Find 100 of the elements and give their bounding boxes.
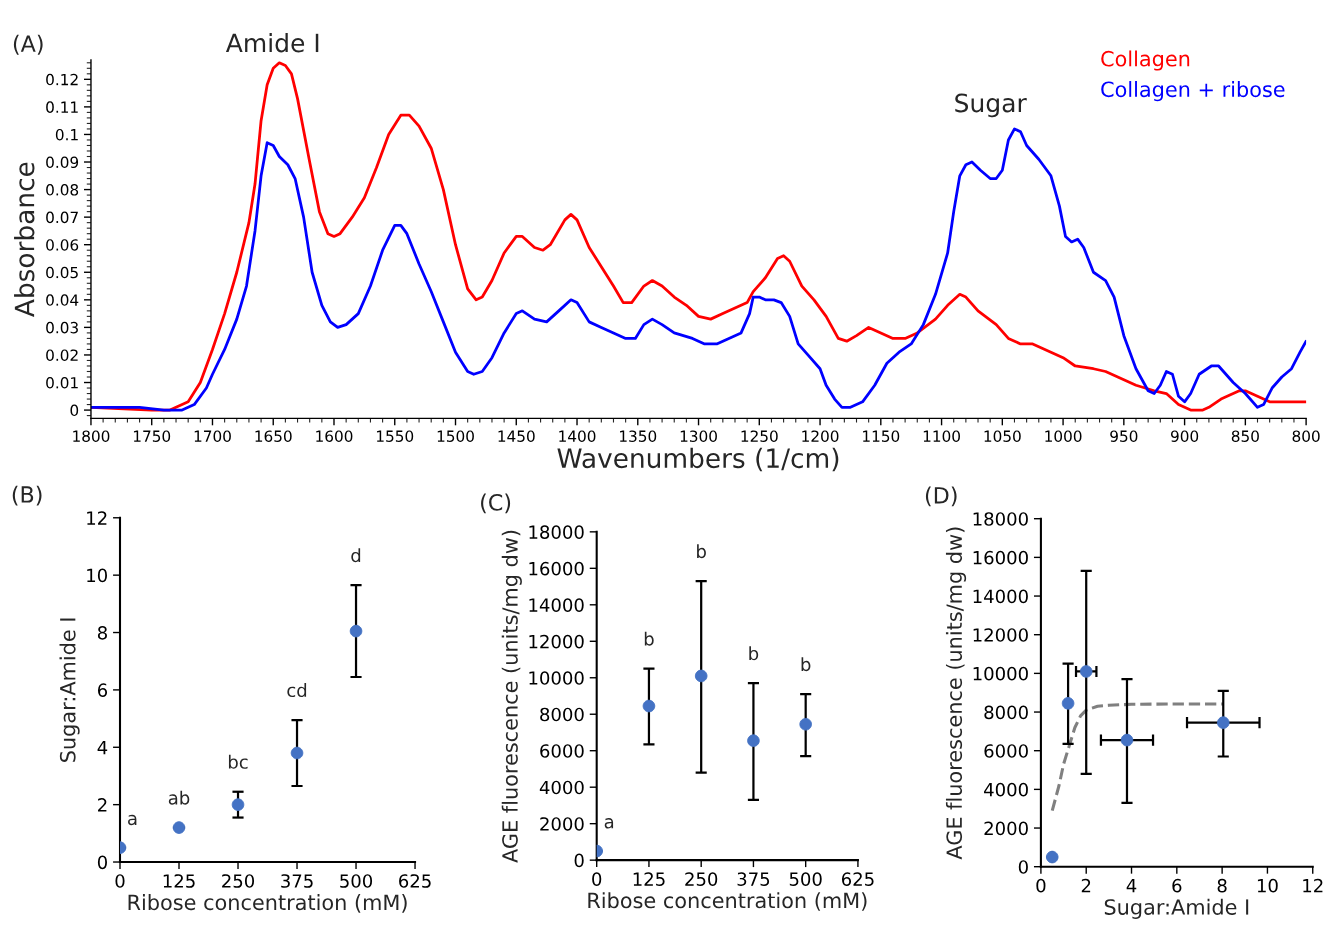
y-axis-title: Sugar:Amide I [59, 618, 80, 762]
x-tick-label: 1750 [133, 430, 171, 442]
x-axis-title: Wavenumbers (1/cm) [557, 447, 839, 472]
x-tick-label: 125 [163, 874, 195, 888]
y-tick-label: 0 [1018, 860, 1028, 874]
annotation: Sugar [955, 93, 1027, 118]
y-tick-label: 4000 [984, 782, 1028, 797]
line-series [1050, 702, 1225, 813]
x-tick-label: 250 [685, 872, 718, 886]
y-tick-label: 12000 [973, 628, 1028, 642]
annotation: b [644, 631, 654, 646]
x-tick-label: 1200 [802, 430, 839, 442]
x-tick-label: 1550 [376, 430, 414, 442]
annotation: ab [168, 790, 190, 805]
y-tick-label: 10 [87, 568, 107, 583]
x-tick-label: 900 [1170, 430, 1199, 442]
x-tick-label: 1500 [437, 430, 474, 442]
y-tick-label: 8 [97, 625, 107, 640]
y-tick-label: 0.05 [46, 266, 78, 279]
y-tick-label: 8000 [540, 707, 584, 722]
x-tick-label: 950 [1110, 430, 1138, 442]
y-tick-label: 0.06 [46, 239, 79, 251]
x-tick-label: 1100 [923, 430, 960, 442]
x-tick-label: 375 [737, 872, 770, 886]
annotation: b [749, 646, 759, 661]
line-series [90, 127, 1307, 412]
x-tick-label: 2 [1081, 878, 1091, 893]
y-tick-label: 0.09 [46, 156, 79, 169]
y-tick-label: 10000 [529, 671, 584, 685]
annotation: Amide I [225, 33, 319, 53]
x-tick-label: 0 [1036, 878, 1046, 893]
y-tick-label: 0.02 [46, 349, 78, 361]
y-tick-label: 14000 [529, 598, 584, 612]
y-tick-label: 0.11 [46, 101, 78, 113]
x-tick-label: 125 [633, 872, 665, 886]
x-tick-label: 1450 [498, 430, 535, 442]
y-tick-label: 16000 [529, 561, 584, 576]
y-tick-label: 16000 [973, 550, 1028, 565]
x-tick-label: 625 [841, 872, 874, 886]
y-tick-label: 8000 [984, 705, 1028, 720]
x-tick-label: 1000 [1045, 430, 1082, 442]
y-axis-title: Absorbance [14, 162, 35, 317]
x-tick-label: 0 [592, 872, 602, 886]
y-tick-label: 10000 [973, 666, 1028, 681]
x-tick-label: 1400 [559, 430, 596, 442]
y-axis-title: AGE fluorescence (units/mg dw) [945, 527, 967, 860]
y-tick-label: 18000 [973, 512, 1028, 526]
y-tick-label: 0.04 [46, 294, 79, 306]
x-tick-label: 800 [1292, 430, 1320, 442]
annotation: bc [228, 754, 248, 769]
y-tick-label: 2 [98, 798, 107, 812]
x-tick-label: 250 [222, 874, 255, 888]
chart-title: (A) [13, 34, 43, 55]
x-tick-label: 500 [340, 874, 373, 888]
y-tick-label: 0 [70, 404, 79, 417]
text: Collagen [1101, 50, 1190, 71]
chart-title: (B) [12, 485, 42, 506]
x-tick-label: 12 [1303, 878, 1323, 893]
y-tick-label: 12000 [529, 634, 584, 649]
y-tick-label: 18000 [529, 525, 584, 539]
x-tick-label: 850 [1231, 430, 1259, 442]
y-tick-label: 0 [97, 855, 107, 870]
annotation: cd [287, 683, 307, 698]
x-tick-label: 0 [115, 874, 125, 888]
y-tick-label: 6 [97, 683, 108, 698]
y-tick-label: 2000 [540, 817, 584, 831]
x-tick-label: 1300 [680, 430, 717, 442]
annotation: a [604, 818, 614, 829]
chart-title: (C) [481, 493, 511, 514]
y-tick-label: 0.01 [46, 376, 78, 389]
x-tick-label: 1700 [194, 430, 231, 442]
y-tick-label: 2000 [984, 821, 1028, 836]
x-tick-label: 375 [281, 874, 313, 888]
y-tick-label: 0.1 [55, 128, 78, 141]
y-tick-label: 0.12 [46, 73, 78, 86]
annotation: b [697, 544, 706, 559]
y-tick-label: 0 [574, 853, 584, 868]
y-tick-label: 14000 [973, 589, 1028, 604]
y-axis-title: AGE fluorescence (units/mg dw) [501, 530, 522, 863]
x-tick-label: 500 [789, 872, 822, 886]
x-tick-label: 6 [1172, 878, 1182, 893]
y-tick-label: 0.08 [46, 184, 79, 196]
x-axis-title: Ribose concentration (mM) [588, 892, 867, 911]
y-tick-label: 0.07 [46, 211, 78, 224]
y-tick-label: 6000 [540, 744, 584, 758]
x-tick-label: 1600 [316, 430, 353, 442]
x-tick-label: 1250 [741, 430, 778, 442]
y-tick-label: 6000 [984, 744, 1028, 758]
text: Collagen + ribose [1101, 81, 1285, 102]
y-tick-label: 12 [87, 511, 107, 525]
chart-title: (D) [925, 486, 957, 507]
x-tick-label: 625 [399, 874, 431, 888]
x-axis-title: Ribose concentration (mM) [128, 894, 407, 913]
y-tick-label: 4000 [539, 780, 584, 795]
x-tick-label: 1800 [73, 430, 110, 442]
x-tick-label: 1050 [984, 430, 1021, 442]
x-tick-label: 1350 [620, 430, 657, 442]
x-tick-label: 10 [1257, 878, 1278, 893]
annotation: d [351, 548, 361, 563]
x-tick-label: 1150 [863, 430, 900, 442]
